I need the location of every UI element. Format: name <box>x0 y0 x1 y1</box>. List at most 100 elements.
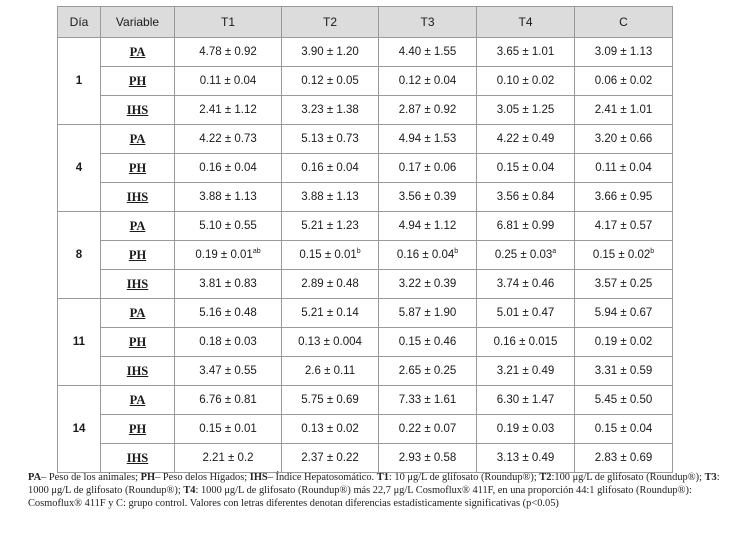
value-text: 0.15 ± 0.04 <box>594 423 653 435</box>
table-row: IHS 3.88 ± 1.13 3.88 ± 1.13 3.56 ± 0.39 3.56… <box>58 182 673 212</box>
value-text: 3.13 ± 0.49 <box>496 452 555 464</box>
value-cell: 3.23 ± 1.38 <box>281 95 379 125</box>
results-table: Día Variable T1 T2 T3 T4 C 1 PA 4.78 ± 0.92 3.90 … <box>57 6 673 473</box>
footnote-term: IHS <box>249 472 268 483</box>
value-cell: 0.19 ± 0.01ab <box>174 240 282 270</box>
value-cell: 3.81 ± 0.83 <box>174 269 282 299</box>
day-cell: 4 <box>57 124 101 212</box>
column-header-d-a: Día <box>57 6 101 38</box>
value-cell: 2.83 ± 0.69 <box>574 443 673 473</box>
value-text: 2.21 ± 0.2 <box>202 452 254 464</box>
footnote-text: : 1000 μg/L de glifosato (Roundup®); <box>28 472 720 496</box>
value-cell: 0.16 ± 0.015 <box>476 327 575 357</box>
value-cell: 3.09 ± 1.13 <box>574 37 673 67</box>
significance-letter: b <box>454 248 459 256</box>
variable-cell: PH <box>100 66 175 96</box>
column-header-variable: Variable <box>100 6 175 38</box>
value-text: 3.47 ± 0.55 <box>199 365 257 377</box>
value-cell: 3.88 ± 1.13 <box>174 182 282 212</box>
significance-letter: a <box>552 248 557 256</box>
value-cell: 0.15 ± 0.46 <box>378 327 477 357</box>
value-text: 3.23 ± 1.38 <box>301 104 359 116</box>
footnote-term: PA <box>28 472 42 483</box>
footnote-text: – Índice Hepatosomático. <box>267 472 377 483</box>
value-text: 5.21 ± 0.14 <box>301 307 359 319</box>
value-cell: 3.21 ± 0.49 <box>476 356 575 386</box>
variable-cell: PA <box>100 385 175 415</box>
table-row: PH 0.19 ± 0.01ab 0.15 ± 0.01b 0.16 ± 0.04b 0… <box>58 240 673 270</box>
value-text: 0.13 ± 0.004 <box>298 336 362 348</box>
value-cell: 2.87 ± 0.92 <box>378 95 477 125</box>
footnote-term: T3 <box>704 472 717 483</box>
value-text: 5.10 ± 0.55 <box>199 220 257 232</box>
value-cell: 2.21 ± 0.2 <box>174 443 282 473</box>
value-text: 6.76 ± 0.81 <box>199 394 257 406</box>
column-header-t4: T4 <box>476 6 575 38</box>
value-cell: 0.16 ± 0.04 <box>281 153 379 183</box>
value-cell: 4.17 ± 0.57 <box>574 211 673 241</box>
variable-cell: IHS <box>100 95 175 125</box>
value-text: 0.11 ± 0.04 <box>199 75 257 87</box>
value-text: 4.22 ± 0.49 <box>496 133 555 145</box>
value-cell: 0.16 ± 0.04b <box>378 240 477 270</box>
variable-cell: IHS <box>100 356 175 386</box>
variable-cell: PA <box>100 298 175 328</box>
value-text: 5.94 ± 0.67 <box>594 307 653 319</box>
value-text: 0.16 ± 0.04 <box>301 162 359 174</box>
value-text: 3.21 ± 0.49 <box>496 365 555 377</box>
value-text: 4.17 ± 0.57 <box>594 220 653 232</box>
value-text: 3.56 ± 0.39 <box>398 191 457 203</box>
table-row: IHS 2.41 ± 1.12 3.23 ± 1.38 2.87 ± 0.92 3.05… <box>58 95 673 125</box>
column-header-t2: T2 <box>281 6 379 38</box>
table-row: 14 PA 6.76 ± 0.81 5.75 ± 0.69 7.33 ± 1.61 6.3… <box>57 385 673 473</box>
value-text: 0.18 ± 0.03 <box>199 336 257 348</box>
variable-cell: PH <box>100 153 175 183</box>
value-text: 6.30 ± 1.47 <box>496 394 555 406</box>
value-text: 3.74 ± 0.46 <box>496 278 555 290</box>
value-text: 2.87 ± 0.92 <box>398 104 457 116</box>
value-text: 0.22 ± 0.07 <box>398 423 457 435</box>
value-text: 4.94 ± 1.12 <box>398 220 457 232</box>
variable-cell: IHS <box>100 269 175 299</box>
value-cell: 4.40 ± 1.55 <box>378 37 477 67</box>
value-cell: 0.19 ± 0.02 <box>574 327 673 357</box>
value-cell: 5.10 ± 0.55 <box>174 211 282 241</box>
variable-cell: PA <box>100 211 175 241</box>
table-row: PH 0.11 ± 0.04 0.12 ± 0.05 0.12 ± 0.04 0.10 … <box>58 66 673 96</box>
footnote-text: : 10 μg/L de glifosato (Roundup®); <box>388 472 540 483</box>
value-text: 0.12 ± 0.04 <box>398 75 457 87</box>
value-cell: 0.11 ± 0.04 <box>574 153 673 183</box>
value-text: 0.16 ± 0.015 <box>493 336 558 348</box>
value-text: 0.15 ± 0.01 <box>299 249 357 261</box>
value-text: 3.56 ± 0.84 <box>496 191 555 203</box>
value-text: 3.88 ± 1.13 <box>199 191 257 203</box>
day-cell: 11 <box>57 298 101 386</box>
value-text: 2.37 ± 0.22 <box>301 452 359 464</box>
value-text: 3.22 ± 0.39 <box>398 278 457 290</box>
value-text: 5.13 ± 0.73 <box>301 133 359 145</box>
value-text: 3.81 ± 0.83 <box>199 278 257 290</box>
value-cell: 5.21 ± 0.14 <box>281 298 379 328</box>
value-cell: 3.22 ± 0.39 <box>378 269 477 299</box>
value-cell: 0.12 ± 0.04 <box>378 66 477 96</box>
value-cell: 3.56 ± 0.84 <box>476 182 575 212</box>
variable-cell: PA <box>100 124 175 154</box>
value-cell: 0.06 ± 0.02 <box>574 66 673 96</box>
value-cell: 3.20 ± 0.66 <box>574 124 673 154</box>
table-row: IHS 2.21 ± 0.2 2.37 ± 0.22 2.93 ± 0.58 3.13 … <box>58 443 673 473</box>
value-cell: 2.93 ± 0.58 <box>378 443 477 473</box>
value-cell: 5.01 ± 0.47 <box>476 298 575 328</box>
value-cell: 3.57 ± 0.25 <box>574 269 673 299</box>
value-cell: 0.15 ± 0.04 <box>476 153 575 183</box>
value-cell: 2.37 ± 0.22 <box>281 443 379 473</box>
value-cell: 5.16 ± 0.48 <box>174 298 282 328</box>
column-header-c: C <box>574 6 673 38</box>
value-cell: 5.21 ± 1.23 <box>281 211 379 241</box>
value-text: 0.19 ± 0.01 <box>195 249 253 261</box>
value-cell: 0.25 ± 0.03a <box>476 240 575 270</box>
value-text: 7.33 ± 1.61 <box>398 394 457 406</box>
value-text: 2.6 ± 0.11 <box>304 365 356 377</box>
value-text: 0.11 ± 0.04 <box>595 162 652 174</box>
value-cell: 0.15 ± 0.02b <box>574 240 673 270</box>
variable-cell: IHS <box>100 443 175 473</box>
